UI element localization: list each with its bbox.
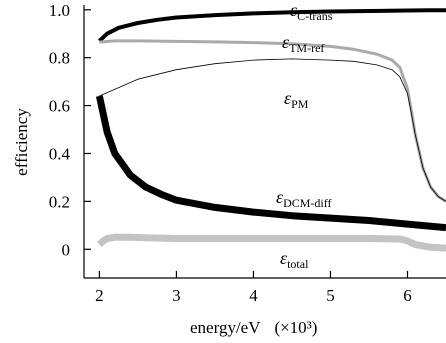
x-tick-label: 3	[172, 286, 181, 305]
series-line-total	[97, 233, 446, 252]
series-label-symbol: ε	[284, 88, 292, 108]
series-label-total: εtotal	[280, 248, 309, 271]
axes-layer	[83, 5, 446, 279]
ticks-layer: 2 3 4 5 6 0 0.2 0.4 0.6 0.8 1.0	[49, 1, 412, 305]
series-label-symbol: ε	[276, 187, 284, 207]
x-tick-label: 5	[326, 286, 335, 305]
y-tick-label: 0.6	[49, 97, 70, 116]
x-tick-label: 6	[403, 286, 412, 305]
y-axis-label: efficiency	[12, 108, 31, 176]
y-tick-label: 1.0	[49, 1, 70, 20]
y-tick-label: 0.8	[49, 49, 70, 68]
series-label-tm-ref: εTM-ref	[282, 32, 324, 55]
series-line-pm	[99, 58, 446, 202]
series-label-subscript: DCM-diff	[283, 196, 331, 210]
series-label-symbol: ε	[280, 248, 288, 268]
y-tick-label: 0	[62, 240, 71, 259]
labels-layer: energy/eV (×10³) efficiency	[12, 108, 317, 337]
y-tick-label: 0.4	[49, 144, 71, 163]
x-tick-label: 2	[95, 286, 104, 305]
series-line-dcm-diff	[95, 95, 446, 232]
series-label-subscript: C-trans	[297, 9, 333, 23]
series-label-symbol: ε	[282, 32, 290, 52]
x-axis-label: energy/eV (×10³)	[190, 318, 317, 337]
x-tick-label: 4	[249, 286, 258, 305]
x-axis-label-text: energy/eV	[190, 318, 261, 337]
series-label-symbol: ε	[290, 0, 298, 20]
series-label-subscript: total	[287, 257, 309, 271]
series-line-tm-ref	[99, 39, 446, 203]
series-label-subscript: PM	[291, 97, 309, 111]
series-line-c-trans	[98, 8, 446, 43]
y-tick-label: 0.2	[49, 192, 70, 211]
series-label-pm: εPM	[284, 88, 309, 111]
series-label-c-trans: εC-trans	[290, 0, 333, 23]
x-axis-label-suffix: (×10³)	[274, 318, 317, 337]
series-label-subscript: TM-ref	[289, 41, 324, 55]
series-label-dcm-diff: εDCM-diff	[276, 187, 332, 210]
